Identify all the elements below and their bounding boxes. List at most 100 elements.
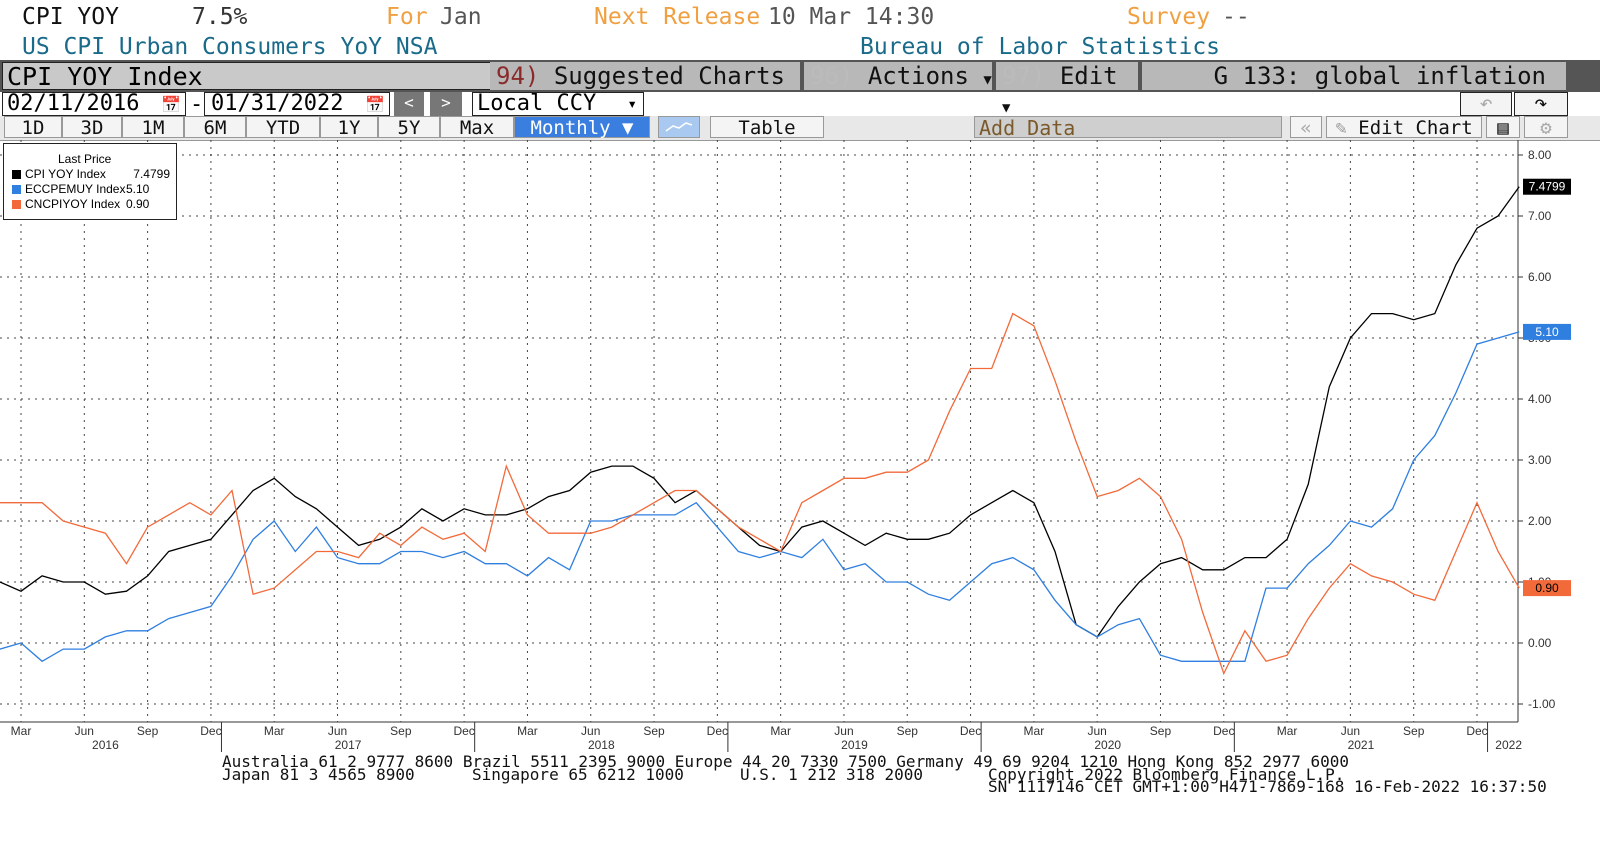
range-3d[interactable]: 3D: [62, 116, 122, 139]
for-value: Jan: [440, 4, 482, 30]
x-tick-label: Sep: [643, 724, 665, 738]
x-tick-label: Jun: [581, 724, 600, 738]
x-tick-label: Jun: [1087, 724, 1106, 738]
x-tick-label: Mar: [517, 724, 538, 738]
series-line-0: [0, 186, 1520, 638]
x-tick-label: Jun: [328, 724, 347, 738]
last-value-tag: [1523, 580, 1571, 597]
x-tick-label: Sep: [137, 724, 159, 738]
last-value-tag: [1523, 178, 1571, 195]
footer-copyright: Copyright 2022 Bloomberg Finance L.P.: [988, 765, 1345, 784]
survey-value: --: [1222, 4, 1250, 30]
year-label: 2022: [1495, 738, 1522, 752]
next-release-label: Next Release: [594, 4, 761, 30]
y-tick-label: 8.00: [1528, 148, 1552, 162]
calendar-icon[interactable]: 📅: [365, 95, 385, 114]
x-tick-label: Dec: [1466, 724, 1487, 738]
x-tick-label: Jun: [75, 724, 94, 738]
y-tick-label: 3.00: [1528, 453, 1552, 467]
data-source: Bureau of Labor Statistics: [860, 34, 1221, 60]
legend-value: 5.10: [126, 182, 150, 196]
security-description: US CPI Urban Consumers YoY NSA: [22, 34, 438, 60]
last-value-tag-label: 0.90: [1535, 581, 1559, 595]
edit-label: Edit: [1059, 62, 1118, 90]
y-tick-label: -1.00: [1528, 697, 1556, 711]
next-period-button[interactable]: >: [430, 92, 462, 116]
footer-singapore: Singapore 65 6212 1000: [472, 765, 684, 784]
x-tick-label: Sep: [1403, 724, 1425, 738]
x-tick-label: Mar: [1024, 724, 1045, 738]
x-tick-label: Dec: [1213, 724, 1234, 738]
suggested-charts-label: Suggested Charts: [553, 62, 785, 90]
chart-type-icon[interactable]: [658, 116, 700, 138]
collapse-button[interactable]: «: [1290, 116, 1322, 139]
x-tick-label: Jun: [834, 724, 853, 738]
x-tick-label: Dec: [707, 724, 728, 738]
series-line-2: [0, 312, 1520, 676]
chevron-down-icon: ▼: [1002, 100, 1011, 116]
actions-label: Actions: [867, 62, 969, 90]
calendar-icon[interactable]: 📅: [161, 95, 181, 114]
page-title: G 133: global inflation: [1142, 62, 1566, 90]
footer-us: U.S. 1 212 318 2000: [740, 765, 924, 784]
y-tick-label: 2.00: [1528, 514, 1552, 528]
y-tick-label: 4.00: [1528, 392, 1552, 406]
currency-select[interactable]: Local CCY ▾: [472, 92, 644, 116]
add-data-field[interactable]: Add Data: [974, 116, 1282, 139]
chevron-down-icon: ▼: [983, 72, 992, 88]
legend-value: 7.4799: [133, 167, 170, 181]
legend-item-cpi: CPI YOY Index: [12, 167, 106, 181]
last-value-tag-label: 5.10: [1535, 325, 1559, 339]
footer-phones-line1: Australia 61 2 9777 8600 Brazil 5511 239…: [222, 752, 1350, 771]
redo-icon[interactable]: ↷: [1514, 92, 1568, 116]
range-1m[interactable]: 1M: [122, 116, 184, 139]
line-chart: 8.007.006.005.004.003.002.001.000.00-1.0…: [0, 140, 1571, 752]
chart-settings-icon[interactable]: ▤: [1486, 116, 1520, 139]
range-max[interactable]: Max: [440, 116, 514, 139]
range-6m[interactable]: 6M: [184, 116, 246, 139]
year-label: 2016: [92, 738, 119, 752]
gear-icon[interactable]: ⚙: [1524, 116, 1568, 139]
edit-menu[interactable]: 97) Edit ▼: [996, 62, 1138, 116]
legend-value: 0.90: [126, 197, 150, 211]
security-field[interactable]: CPI YOY Index: [2, 62, 492, 91]
x-tick-label: Dec: [453, 724, 474, 738]
edit-chart-label: Edit Chart: [1358, 117, 1473, 139]
line-chart-icon: [665, 122, 693, 132]
x-tick-label: Dec: [960, 724, 981, 738]
table-button[interactable]: Table: [710, 116, 824, 139]
x-tick-label: Mar: [770, 724, 791, 738]
x-tick-label: Dec: [200, 724, 221, 738]
range-5y[interactable]: 5Y: [378, 116, 440, 139]
last-value: 7.5%: [192, 4, 248, 30]
last-value-tag-label: 7.4799: [1529, 180, 1566, 194]
edit-number: 97): [1002, 62, 1046, 90]
actions-menu[interactable]: 96) Actions ▼: [804, 62, 992, 90]
legend-label: CNCPIYOY Index: [25, 197, 121, 211]
footer-session: SN 1117146 CET GMT+1:00 H471-7869-168 16…: [988, 777, 1547, 796]
year-label: 2021: [1348, 738, 1375, 752]
legend-swatch: [12, 200, 21, 209]
chevron-down-icon: ▾: [627, 94, 637, 113]
legend-item-cncpiyoy: CNCPIYOY Index: [12, 197, 120, 211]
start-date-value: 02/11/2016: [7, 91, 140, 116]
frequency-select[interactable]: Monthly ▼: [514, 116, 650, 139]
end-date-value: 01/31/2022: [211, 91, 344, 116]
undo-icon[interactable]: ↶: [1460, 92, 1512, 116]
legend-item-eccpemuy: ECCPEMUY Index: [12, 182, 125, 196]
x-tick-label: Sep: [897, 724, 919, 738]
for-label: For: [386, 4, 428, 30]
range-ytd[interactable]: YTD: [246, 116, 320, 139]
prev-period-button[interactable]: <: [394, 92, 424, 116]
y-tick-label: 6.00: [1528, 270, 1552, 284]
range-1y[interactable]: 1Y: [320, 116, 378, 139]
start-date-field[interactable]: 02/11/2016 📅: [2, 92, 186, 116]
pencil-icon: ✎: [1335, 117, 1347, 139]
last-value-tag: [1523, 323, 1571, 340]
x-tick-label: Mar: [11, 724, 32, 738]
suggested-charts-button[interactable]: 94) Suggested Charts: [490, 62, 800, 90]
range-1d[interactable]: 1D: [4, 116, 62, 139]
edit-chart-button[interactable]: ✎ Edit Chart: [1326, 116, 1482, 139]
end-date-field[interactable]: 01/31/2022 📅: [204, 92, 390, 116]
currency-value: Local CCY: [477, 91, 597, 116]
